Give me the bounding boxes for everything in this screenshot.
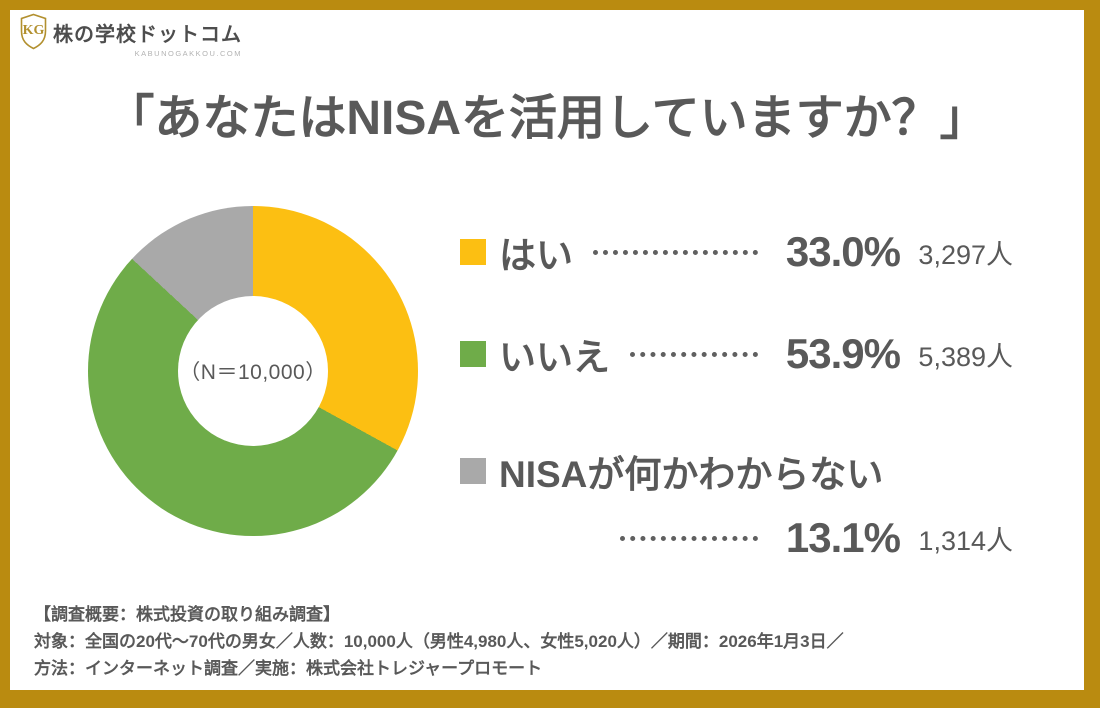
svg-text:KG: KG (23, 23, 45, 38)
legend-percent-yes: 33.0% (785, 228, 901, 275)
legend-swatch-yes (460, 239, 486, 265)
brand-text-block: 株の学校ドットコム KABUNOGAKKOU.COM (53, 13, 242, 58)
legend-row-yes: はい 33.0% 3,297人 (460, 222, 1013, 282)
survey-outline-detail-2: 方法：インターネット調査／実施：株式会社トレジャープロモート (34, 659, 543, 678)
legend-percent-no: 53.9% (785, 330, 901, 377)
legend-swatch-unknown (460, 458, 486, 484)
dotted-leader (593, 249, 758, 255)
brand-name: 株の学校ドットコム (53, 24, 242, 46)
survey-question-title: 「あなたはNISAを活用していますか？」 (106, 92, 988, 145)
survey-outline-detail-1: 対象：全国の20代～70代の男女／人数：10,000人（男性4,980人、女性5… (34, 632, 844, 651)
legend-row-unknown-label: NISAが何かわからない (460, 441, 1013, 501)
legend-percent-unknown: 13.1% (785, 514, 901, 561)
legend-label-no: いいえ (499, 337, 610, 378)
shield-logo-icon: KG (20, 13, 47, 50)
legend-row-unknown-value: 13.1% 1,314人 (460, 508, 1013, 568)
legend-label-unknown: NISAが何かわからない (499, 454, 884, 495)
legend-count-yes: 3,297人 (918, 239, 1013, 270)
brand-logo: KG 株の学校ドットコム KABUNOGAKKOU.COM (20, 13, 242, 58)
dotted-leader (630, 351, 758, 357)
brand-domain: KABUNOGAKKOU.COM (134, 49, 242, 58)
legend-count-no: 5,389人 (918, 341, 1013, 372)
dotted-leader (620, 535, 758, 541)
legend-row-no: いいえ 53.9% 5,389人 (460, 324, 1013, 384)
infographic-canvas: KG 株の学校ドットコム KABUNOGAKKOU.COM 「あなたはNISAを… (10, 10, 1084, 690)
survey-outline: 【調査概要：株式投資の取り組み調査】 対象：全国の20代～70代の男女／人数：1… (34, 601, 844, 682)
survey-outline-heading: 【調査概要：株式投資の取り組み調査】 (34, 605, 340, 624)
donut-center: （N＝10,000） (178, 296, 328, 446)
donut-chart: （N＝10,000） (88, 206, 418, 536)
legend-swatch-no (460, 341, 486, 367)
legend-count-unknown: 1,314人 (918, 525, 1013, 556)
sample-size-label: （N＝10,000） (179, 361, 327, 384)
legend-label-yes: はい (499, 235, 573, 276)
